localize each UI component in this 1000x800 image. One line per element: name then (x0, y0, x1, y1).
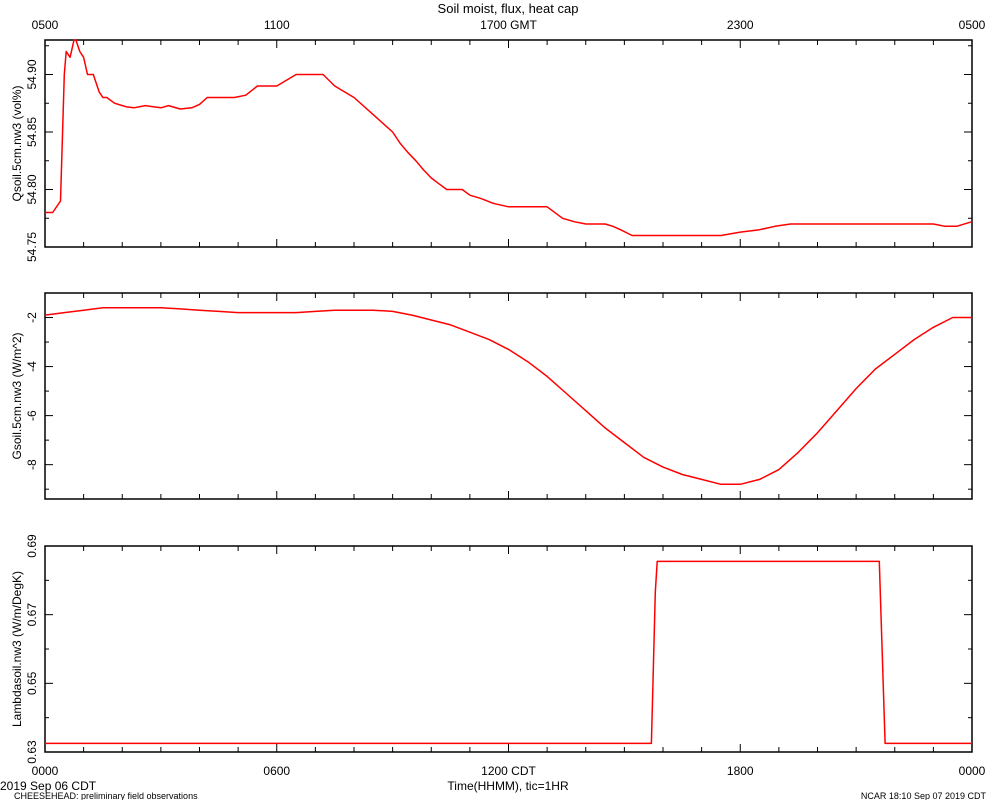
y-tick-label: 54.90 (25, 59, 39, 89)
y-axis-label: Gsoil.5cm.nw3 (W/m^2) (10, 333, 24, 460)
y-tick-label: 0.63 (25, 740, 39, 764)
y-tick-label: 54.85 (25, 117, 39, 147)
footer-date: 2019 Sep 06 CDT (0, 779, 97, 793)
panel-frame (44, 545, 973, 753)
y-tick-label: 0.67 (25, 603, 39, 627)
y-tick-label: -8 (25, 459, 39, 470)
footer-stamp: NCAR 18:10 Sep 07 2019 CDT (861, 791, 987, 800)
y-tick-label: 0.65 (25, 671, 39, 695)
panel-frame (44, 39, 973, 248)
y-tick-label: 54.80 (25, 174, 39, 204)
top-tick-label: 0500 (32, 18, 59, 32)
bottom-tick-label: 0600 (263, 764, 290, 778)
x-axis-label: Time(HHMM), tic=1HR (447, 779, 569, 793)
top-axis-labels: 0500 1100 1700 GMT 2300 0500 (32, 18, 986, 32)
top-tick-label: 1100 (264, 18, 290, 32)
top-tick-label: 2300 (727, 18, 754, 32)
bottom-tick-label: 0000 (32, 764, 59, 778)
y-tick-label: -2 (25, 312, 39, 323)
series-line (45, 560, 972, 745)
top-tick-label: 0500 (959, 18, 986, 32)
series-line (45, 39, 973, 237)
bottom-tick-label: 1800 (727, 764, 754, 778)
y-tick-label: 0.69 (25, 534, 39, 558)
y-tick-label: 54.75 (25, 232, 39, 262)
y-tick-label: -4 (25, 361, 39, 372)
chart-title: Soil moist, flux, heat cap (438, 1, 579, 16)
footer-project: CHEESEHEAD: preliminary field observatio… (14, 791, 198, 800)
y-tick-label: -6 (25, 410, 39, 421)
bottom-axis-labels: 0000 0600 1200 CDT 1800 0000 (32, 764, 986, 778)
panel-frame (44, 292, 973, 500)
y-axis-label: Lambdasoil.nw3 (W/m/DegK) (10, 571, 24, 727)
bottom-tick-label: 1200 CDT (481, 764, 536, 778)
top-tick-label: 1700 GMT (480, 18, 537, 32)
series-line (44, 306, 972, 486)
y-axis-label: Qsoil.5cm.nw3 (vol%) (10, 85, 24, 201)
bottom-tick-label: 0000 (959, 764, 986, 778)
